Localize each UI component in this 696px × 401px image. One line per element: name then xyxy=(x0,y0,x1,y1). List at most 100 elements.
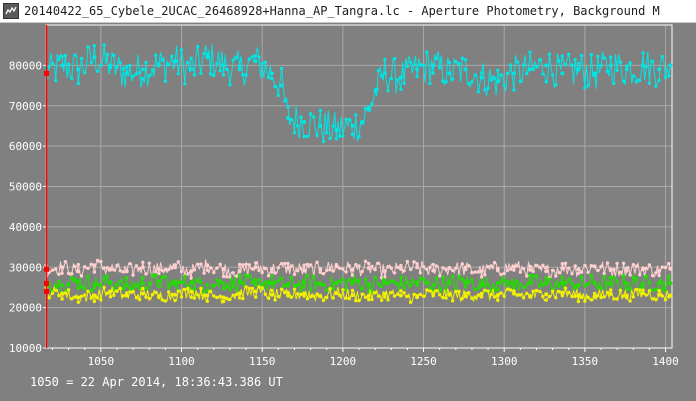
series-target xyxy=(44,43,673,144)
data-point xyxy=(647,81,652,85)
data-point xyxy=(505,71,510,76)
title-bar[interactable]: 20140422_65_Cybele_2UCAC_26468928+Hanna_… xyxy=(0,0,696,23)
data-point-anchor xyxy=(253,282,258,287)
data-point xyxy=(325,131,329,135)
data-point xyxy=(66,271,71,276)
data-point xyxy=(583,86,587,90)
data-point xyxy=(450,274,455,279)
data-point xyxy=(573,57,577,62)
data-point xyxy=(305,262,310,267)
data-point xyxy=(231,271,235,275)
data-point xyxy=(289,295,293,299)
data-point-anchor xyxy=(173,292,178,297)
data-point-anchor xyxy=(189,289,194,294)
data-point xyxy=(70,76,74,81)
data-point xyxy=(160,275,164,280)
data-point xyxy=(321,272,326,276)
data-point xyxy=(60,55,64,59)
y-tick-label: 20000 xyxy=(9,302,42,315)
data-point xyxy=(347,277,351,282)
data-point xyxy=(189,276,193,280)
data-point xyxy=(202,293,206,297)
data-point xyxy=(528,273,532,278)
data-point xyxy=(331,269,335,273)
lightcurve-chart[interactable]: 1050 1100 1150 1200 1250 1300 1350 1400 10000 200… xyxy=(0,22,696,372)
data-point-anchor xyxy=(528,67,532,72)
data-point xyxy=(596,268,600,273)
data-point xyxy=(563,62,568,67)
data-point xyxy=(144,286,148,290)
y-tick-label: 40000 xyxy=(9,221,42,234)
data-point-anchor xyxy=(382,71,387,76)
data-point xyxy=(115,263,119,268)
data-point xyxy=(450,268,455,272)
data-point xyxy=(638,273,642,277)
data-point-anchor xyxy=(560,266,565,271)
data-point xyxy=(244,73,248,77)
data-point xyxy=(79,56,84,61)
data-point xyxy=(479,71,484,75)
cursor-marker-comp1 xyxy=(44,266,49,272)
data-point xyxy=(457,274,461,278)
data-point xyxy=(509,63,513,67)
data-point xyxy=(50,62,55,66)
data-point-anchor xyxy=(253,289,258,294)
data-point xyxy=(276,294,280,299)
lightcurve-plot[interactable]: 1050 1100 1150 1200 1250 1300 1350 1400 10000 200… xyxy=(0,22,696,401)
data-point-anchor xyxy=(173,282,178,287)
data-point xyxy=(512,88,516,92)
data-point-anchor xyxy=(60,63,65,68)
data-point-anchor xyxy=(657,67,662,72)
data-point xyxy=(54,78,58,83)
data-point xyxy=(357,298,361,303)
data-point xyxy=(396,292,400,296)
data-point-anchor xyxy=(366,107,371,112)
data-point xyxy=(337,293,342,297)
data-point xyxy=(118,279,122,284)
data-point-anchor xyxy=(334,264,339,269)
data-point xyxy=(383,295,387,299)
data-point xyxy=(621,79,626,83)
data-point xyxy=(376,261,381,265)
data-point xyxy=(405,259,410,264)
data-point xyxy=(392,56,397,61)
data-point xyxy=(599,63,603,68)
data-point xyxy=(547,52,552,56)
data-point xyxy=(305,297,310,301)
data-point-anchor xyxy=(124,293,129,298)
data-point xyxy=(408,300,413,304)
data-point xyxy=(292,272,297,277)
data-point xyxy=(260,61,264,66)
data-point xyxy=(54,283,58,287)
data-point xyxy=(373,291,377,295)
time-cursor[interactable] xyxy=(44,25,49,348)
data-point xyxy=(76,81,81,86)
data-point xyxy=(567,277,571,281)
data-point xyxy=(250,267,255,271)
data-point xyxy=(86,45,90,49)
data-point xyxy=(586,270,590,274)
data-point xyxy=(231,285,235,289)
data-point xyxy=(173,279,177,283)
data-point xyxy=(360,269,364,274)
data-point xyxy=(244,262,248,266)
data-point xyxy=(431,262,435,267)
data-point xyxy=(347,264,351,268)
data-point xyxy=(302,285,306,289)
data-point xyxy=(654,271,658,275)
data-point xyxy=(166,267,171,272)
data-point xyxy=(341,288,345,292)
data-point xyxy=(196,293,200,297)
x-tick-label: 1150 xyxy=(249,355,276,368)
data-point xyxy=(215,62,219,66)
data-point xyxy=(605,261,610,265)
data-point xyxy=(134,264,139,268)
data-point xyxy=(279,262,284,266)
data-point xyxy=(408,283,413,287)
data-point xyxy=(628,299,632,303)
lightcurve-app-icon[interactable] xyxy=(3,3,19,19)
data-point-anchor xyxy=(495,266,500,271)
data-point xyxy=(438,274,442,278)
data-point xyxy=(499,73,503,77)
data-point xyxy=(579,275,584,279)
